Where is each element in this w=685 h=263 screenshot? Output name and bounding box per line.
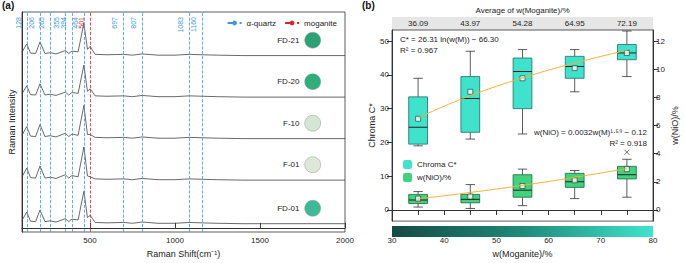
svg-text:w(NiO)/%: w(NiO)/%: [670, 106, 680, 146]
svg-text:30: 30: [380, 104, 389, 113]
svg-text:(a): (a): [2, 0, 14, 11]
svg-text:0: 0: [656, 205, 661, 214]
svg-text:C* = 26.31 ln(w(M)) − 66.30: C* = 26.31 ln(w(M)) − 66.30: [400, 35, 499, 44]
svg-text:501: 501: [78, 17, 85, 29]
svg-text:20: 20: [380, 138, 389, 147]
svg-text:10: 10: [656, 65, 665, 74]
svg-text:40: 40: [380, 70, 389, 79]
svg-text:moganite: moganite: [304, 19, 337, 28]
svg-text:F-10: F-10: [283, 119, 300, 128]
svg-text:72.19: 72.19: [617, 19, 638, 28]
svg-text:Raman Shift(cm⁻¹): Raman Shift(cm⁻¹): [147, 249, 221, 259]
svg-text:40: 40: [440, 236, 449, 245]
svg-text:60: 60: [544, 236, 553, 245]
svg-text:α-quartz: α-quartz: [247, 19, 277, 28]
svg-text:R² = 0.967: R² = 0.967: [400, 46, 438, 55]
svg-text:43.97: 43.97: [460, 19, 481, 28]
svg-text:355: 355: [53, 17, 61, 29]
svg-text:10: 10: [380, 172, 389, 181]
svg-text:FD-01: FD-01: [277, 204, 300, 213]
svg-text:(b): (b): [362, 0, 375, 11]
svg-text:394: 394: [60, 17, 67, 29]
svg-text:206: 206: [28, 17, 35, 29]
svg-text:50: 50: [380, 37, 389, 46]
svg-text:70: 70: [596, 236, 605, 245]
svg-text:2000: 2000: [336, 236, 354, 245]
svg-text:Chroma C*: Chroma C*: [367, 103, 377, 148]
svg-text:F-01: F-01: [283, 160, 300, 169]
svg-text:80: 80: [649, 236, 658, 245]
svg-text:1083: 1083: [177, 17, 184, 33]
svg-text:265: 265: [38, 17, 45, 29]
svg-text:500: 500: [83, 236, 97, 245]
svg-text:FD-20: FD-20: [277, 77, 300, 86]
svg-text:2: 2: [656, 177, 661, 186]
svg-text:Raman Intensity: Raman Intensity: [7, 89, 17, 155]
svg-text:697: 697: [111, 17, 118, 29]
svg-text:Average of w(Moganite)/%: Average of w(Moganite)/%: [475, 6, 569, 15]
svg-text:R² = 0.918: R² = 0.918: [609, 139, 647, 148]
svg-text:30: 30: [388, 236, 397, 245]
svg-text:w(NiO)/%: w(NiO)/%: [416, 173, 451, 182]
svg-text:Chroma C*: Chroma C*: [417, 160, 457, 169]
svg-text:1160: 1160: [190, 17, 197, 32]
svg-text:w(NiO) = 0.0032w(M)¹·⁵⁹ − 0.12: w(NiO) = 0.0032w(M)¹·⁵⁹ − 0.12: [533, 128, 648, 137]
svg-text:8: 8: [656, 93, 661, 102]
svg-text:FD-21: FD-21: [277, 36, 300, 45]
svg-text:128: 128: [15, 17, 22, 29]
svg-text:12: 12: [656, 37, 665, 46]
svg-text:w(Moganite)/%: w(Moganite)/%: [491, 249, 552, 259]
svg-text:50: 50: [492, 236, 501, 245]
svg-text:807: 807: [130, 17, 137, 29]
svg-text:1000: 1000: [166, 236, 184, 245]
svg-text:36.09: 36.09: [408, 19, 429, 28]
svg-text:464: 464: [71, 17, 79, 29]
svg-text:6: 6: [656, 121, 661, 130]
svg-text:4: 4: [656, 149, 661, 158]
svg-text:54.28: 54.28: [512, 19, 533, 28]
svg-text:0: 0: [385, 205, 390, 214]
svg-text:64.95: 64.95: [565, 19, 586, 28]
svg-text:1500: 1500: [251, 236, 269, 245]
